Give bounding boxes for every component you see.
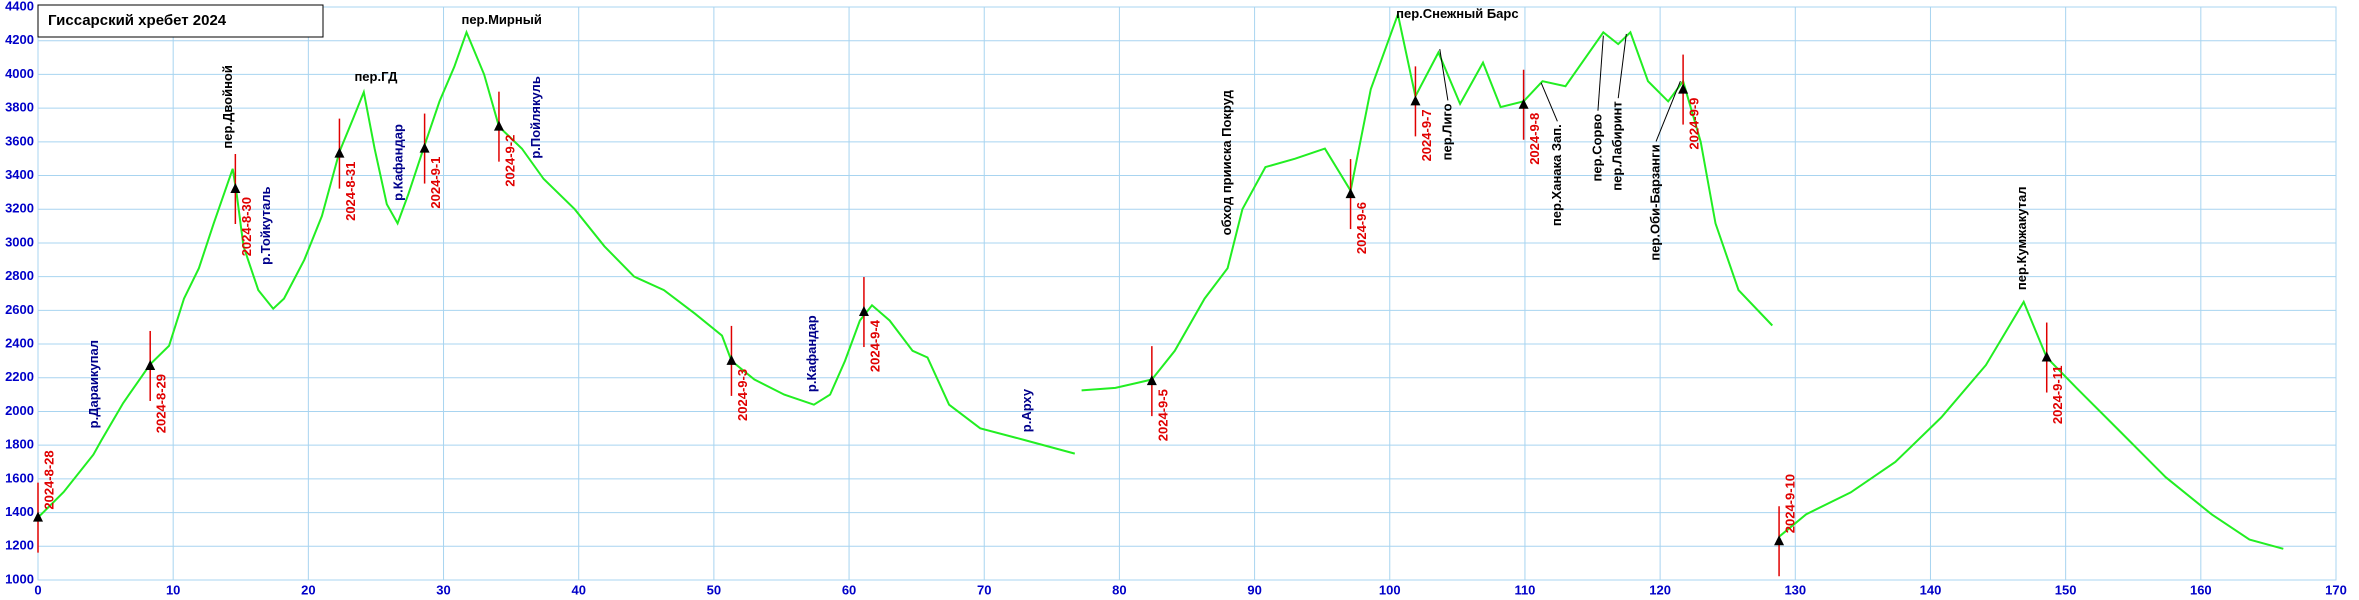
x-tick-label: 110 [1514, 582, 1535, 597]
day-marker [726, 354, 737, 365]
grid: 1000120014001600180020002200240026002800… [5, 0, 2347, 597]
annotation: пер.Ханака Зап. [1549, 124, 1564, 226]
annotation: пер.Мирный [461, 12, 541, 27]
x-tick-label: 120 [1649, 582, 1671, 597]
annotation: р.Пойлякуль [528, 76, 543, 159]
y-tick-label: 1600 [5, 470, 34, 485]
day-marker [230, 183, 241, 194]
day-marker [1518, 98, 1529, 109]
day-label: 2024-8-28 [41, 450, 56, 509]
day-label: 2024-8-31 [343, 162, 358, 221]
y-tick-label: 4000 [5, 66, 34, 81]
y-tick-label: 1400 [5, 504, 34, 519]
y-tick-label: 4400 [5, 0, 34, 13]
annotation: р.Арху [1019, 388, 1034, 432]
day-label: 2024-8-29 [154, 374, 169, 433]
plot: 2024-8-28 2024-8-29 2024-8-30 2024-8-31 2024… [33, 6, 2284, 577]
leader-line [1597, 35, 1604, 111]
day-marker [33, 511, 43, 522]
day-label: 2024-9-5 [1155, 389, 1170, 441]
day-marker [1410, 95, 1421, 106]
y-tick-label: 4200 [5, 32, 34, 47]
day-label: 2024-9-2 [502, 135, 517, 187]
y-tick-label: 3200 [5, 201, 34, 216]
y-tick-label: 2800 [5, 268, 34, 283]
annotation: р.Тойкуталь [258, 186, 273, 264]
annotation: пер.Лабиринт [1610, 101, 1625, 190]
annotation: пер.ГД [354, 69, 398, 84]
day-label: 2024-9-11 [2050, 366, 2065, 425]
annotation: р.Кафандар [390, 124, 405, 201]
day-label: 2024-9-8 [1527, 113, 1542, 165]
x-tick-label: 170 [2325, 582, 2347, 597]
day-marker [858, 306, 869, 317]
x-tick-label: 100 [1379, 582, 1401, 597]
annotation: пер.Двойной [220, 65, 235, 148]
x-tick-label: 140 [1920, 582, 1942, 597]
y-tick-label: 3600 [5, 133, 34, 148]
x-tick-label: 10 [166, 582, 180, 597]
y-tick-label: 2600 [5, 302, 34, 317]
day-marker [334, 147, 345, 158]
annotation: пер.Сорво [1589, 114, 1604, 182]
x-tick-label: 160 [2190, 582, 2212, 597]
day-label: 2024-8-30 [239, 197, 254, 256]
y-tick-label: 3000 [5, 234, 34, 249]
leader-line [1540, 82, 1558, 122]
x-tick-label: 130 [1784, 582, 1806, 597]
elevation-line [37, 10, 2284, 550]
day-marker [419, 142, 430, 153]
y-tick-label: 1800 [5, 437, 34, 452]
x-tick-label: 90 [1247, 582, 1261, 597]
x-tick-label: 40 [571, 582, 585, 597]
y-tick-label: 1000 [5, 571, 34, 586]
y-tick-label: 1200 [5, 538, 34, 553]
day-label: 2024-9-4 [867, 319, 882, 372]
day-label: 2024-9-7 [1419, 109, 1434, 161]
y-tick-label: 2200 [5, 369, 34, 384]
leader-line [1655, 80, 1681, 142]
x-tick-label: 50 [707, 582, 721, 597]
annotation: пер.Оби-Барзанги [1647, 144, 1662, 260]
day-label: 2024-9-3 [735, 369, 750, 421]
x-tick-label: 80 [1112, 582, 1126, 597]
x-tick-label: 60 [842, 582, 856, 597]
annotation: пер.Лиго [1439, 103, 1454, 160]
annotation: р.Кафандар [804, 315, 819, 392]
day-marker [2041, 351, 2052, 362]
day-marker [1774, 535, 1785, 546]
chart-title: Гиссарский хребет 2024 [48, 12, 227, 29]
y-tick-label: 2400 [5, 335, 34, 350]
leader-line [1439, 49, 1449, 101]
day-marker [1146, 375, 1157, 386]
annotation: обход прииска Покруд [1219, 89, 1234, 235]
x-tick-label: 70 [977, 582, 991, 597]
y-tick-label: 2000 [5, 403, 34, 418]
day-label: 2024-9-10 [1783, 474, 1798, 533]
day-marker [145, 359, 156, 370]
plot-border [37, 6, 2337, 581]
day-marker [1345, 188, 1356, 199]
x-tick-label: 150 [2055, 582, 2077, 597]
leader-line [1617, 33, 1627, 99]
x-tick-label: 20 [301, 582, 315, 597]
day-marker [493, 120, 504, 131]
day-label: 2024-9-1 [428, 157, 443, 209]
annotation: пер.Кумжакутал [2014, 187, 2029, 291]
y-tick-label: 3800 [5, 100, 34, 115]
title-box [37, 4, 324, 38]
y-tick-label: 3400 [5, 167, 34, 182]
x-tick-label: 0 [34, 582, 41, 597]
x-tick-label: 30 [436, 582, 450, 597]
day-marker [1678, 83, 1689, 94]
day-label: 2024-9-6 [1354, 202, 1369, 254]
annotation: р.Дараикупал [86, 340, 101, 428]
annotation: пер.Снежный Барс [1396, 6, 1518, 21]
day-label: 2024-9-9 [1687, 98, 1702, 150]
